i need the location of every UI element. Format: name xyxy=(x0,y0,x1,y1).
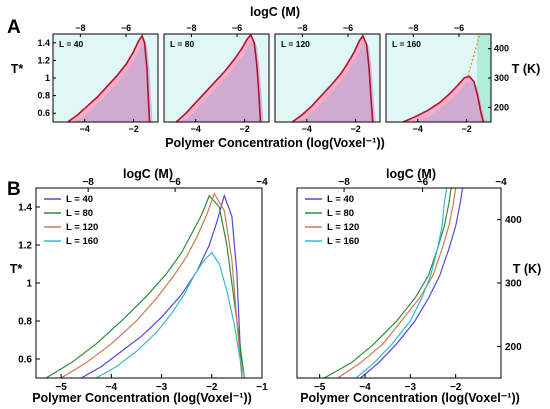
panel-a-right-tick-label: 200 xyxy=(494,102,509,112)
panel-a-length-label: L = 40 xyxy=(59,39,83,49)
panel-a-x-tick-label: −4 xyxy=(413,124,423,134)
panel-b-right-curves xyxy=(323,188,464,378)
panel-a-length-label: L = 80 xyxy=(170,39,194,49)
panel-a-subplot-160: L = 160 −4 −2 200 300 400 xyxy=(385,33,509,134)
panel-a-binodal-curve xyxy=(291,34,374,123)
legend-label: L = 160 xyxy=(327,236,359,247)
x-tick-label: −5 xyxy=(314,382,326,393)
x-tick-label: −2 xyxy=(206,382,218,393)
top-tick-label: −8 xyxy=(338,177,350,188)
panel-a-simulation-region xyxy=(70,40,153,123)
panel-a-simulation-region xyxy=(179,39,264,122)
series-line-L120 xyxy=(60,192,243,378)
top-tick-label: −6 xyxy=(417,177,429,188)
legend-label: L = 120 xyxy=(66,222,98,233)
legend-label: L = 160 xyxy=(66,236,98,247)
x-tick-label: −1 xyxy=(256,382,268,393)
panel-a-x-tick-label: −4 xyxy=(80,124,90,134)
panel-a-x-tick-label: −2 xyxy=(128,124,138,134)
x-tick-label: −3 xyxy=(156,382,168,393)
x-tick-label: −5 xyxy=(55,382,67,393)
legend-label: L = 80 xyxy=(327,208,354,219)
legend-label: L = 120 xyxy=(327,222,359,233)
panel-a-x-tick-label: −2 xyxy=(461,124,471,134)
panel-a-simulation-region xyxy=(295,40,376,123)
panel-a-y-tick-label: 1.2 xyxy=(37,55,50,65)
panel-a-top-axis-title: logC (M) xyxy=(250,5,300,19)
panel-b-right-x-axis-title: Polymer Concentration (log(Voxel⁻¹)) xyxy=(300,391,520,405)
panel-b-right-top-axis-title: logC (M) xyxy=(386,167,436,181)
top-tick-label: −4 xyxy=(256,177,268,188)
panel-a-y-tick-label: 1.4 xyxy=(37,38,50,48)
series-line-L160 xyxy=(355,188,448,378)
right-tick-label: 200 xyxy=(505,342,522,353)
panel-a-binodal-curve xyxy=(67,34,151,123)
panel-a-binodal-curve xyxy=(402,75,484,123)
panel-a-x-tick-label: −2 xyxy=(350,124,360,134)
y-tick-label: 1 xyxy=(26,279,32,290)
panel-b-right-axis-title: T (K) xyxy=(513,262,541,276)
panel-a-frame xyxy=(274,33,381,123)
x-tick-label: −4 xyxy=(359,382,371,393)
panel-a-right-axis-title: T (K) xyxy=(512,62,540,76)
x-tick-label: −4 xyxy=(106,382,118,393)
panel-b-y-axis-title: T* xyxy=(10,262,23,276)
legend-label: L = 80 xyxy=(66,208,93,219)
panel-a-binodal-curve xyxy=(175,33,262,123)
series-line-L120 xyxy=(337,188,457,378)
panel-a-y-tick-label: 1 xyxy=(45,73,50,83)
y-tick-label: 0.6 xyxy=(18,355,32,366)
panel-a-x-tick-label: −4 xyxy=(302,124,312,134)
panel-b-right: −5 −4 −3 −2 −8 −6 −4 200 300 400 L = 40 L = 80 L = 1… xyxy=(296,177,522,393)
panel-a-top-tick-label: −8 xyxy=(297,23,307,33)
x-tick-label: −3 xyxy=(405,382,417,393)
panel-a-length-label: L = 160 xyxy=(392,39,421,49)
panel-a-top-tick-label: −8 xyxy=(75,23,85,33)
panel-a-top-tick-label: −6 xyxy=(343,23,353,33)
panel-a-letter: A xyxy=(7,17,21,38)
right-tick-label: 300 xyxy=(505,279,522,290)
x-tick-label: −2 xyxy=(450,382,462,393)
panel-a-simulation-region xyxy=(406,80,487,122)
panel-b-left-x-axis-title: Polymer Concentration (log(Voxel⁻¹)) xyxy=(32,391,252,405)
panel-a-right-tick-label: 400 xyxy=(494,44,509,54)
top-tick-label: −6 xyxy=(169,177,181,188)
panel-a-x-axis-title: Polymer Concentration (log(Voxel⁻¹)) xyxy=(165,136,385,150)
panel-b-letter: B xyxy=(7,179,21,200)
y-tick-label: 1.4 xyxy=(18,203,32,214)
y-tick-label: 0.8 xyxy=(18,317,32,328)
panel-a-x-tick-label: −2 xyxy=(239,124,249,134)
panel-a-top-tick-label: −6 xyxy=(232,23,242,33)
top-tick-label: −8 xyxy=(82,177,94,188)
panel-a-right-tick-label: 300 xyxy=(494,73,509,83)
series-line-L160 xyxy=(96,251,245,378)
series-line-L40 xyxy=(80,193,243,378)
panel-b-left-top-axis-title: logC (M) xyxy=(123,167,173,181)
panel-a-x-tick-label: −4 xyxy=(191,124,201,134)
panel-a-subplot-40: L = 40 −4 −2 0.6 0.8 1 1.2 1.4 xyxy=(37,33,159,134)
panel-a-top-tick-label: −6 xyxy=(454,23,464,33)
panel-a-top-tick-label: −6 xyxy=(121,23,131,33)
panel-a-dotted-line xyxy=(467,33,481,77)
panel-a-subplot-80: L = 80 −4 −2 xyxy=(163,33,270,134)
right-tick-label: 400 xyxy=(505,215,522,226)
panel-a-y-tick-label: 0.6 xyxy=(37,108,50,118)
panel-a-top-tick-label: −8 xyxy=(408,23,418,33)
panel-a-frame xyxy=(163,33,270,123)
series-line-L40 xyxy=(360,188,464,378)
top-tick-label: −4 xyxy=(495,177,507,188)
legend-label: L = 40 xyxy=(66,194,93,205)
panel-a-y-axis-title: T* xyxy=(11,62,24,76)
legend-label: L = 40 xyxy=(327,194,354,205)
series-line-L80 xyxy=(45,194,245,378)
panel-a-length-label: L = 120 xyxy=(281,39,310,49)
panel-b-left-curves xyxy=(45,192,245,378)
panel-b-left: −5 −4 −3 −2 −1 −8 −6 −4 0.6 0.8 1 1.2 1.4 L = 40 L = 8… xyxy=(18,177,268,393)
panel-a-subplot-120: L = 120 −4 −2 xyxy=(274,33,381,134)
y-tick-label: 1.2 xyxy=(18,241,32,252)
series-line-L80 xyxy=(323,188,452,378)
panel-a-y-tick-label: 0.8 xyxy=(37,91,50,101)
panel-a-top-tick-label: −8 xyxy=(186,23,196,33)
